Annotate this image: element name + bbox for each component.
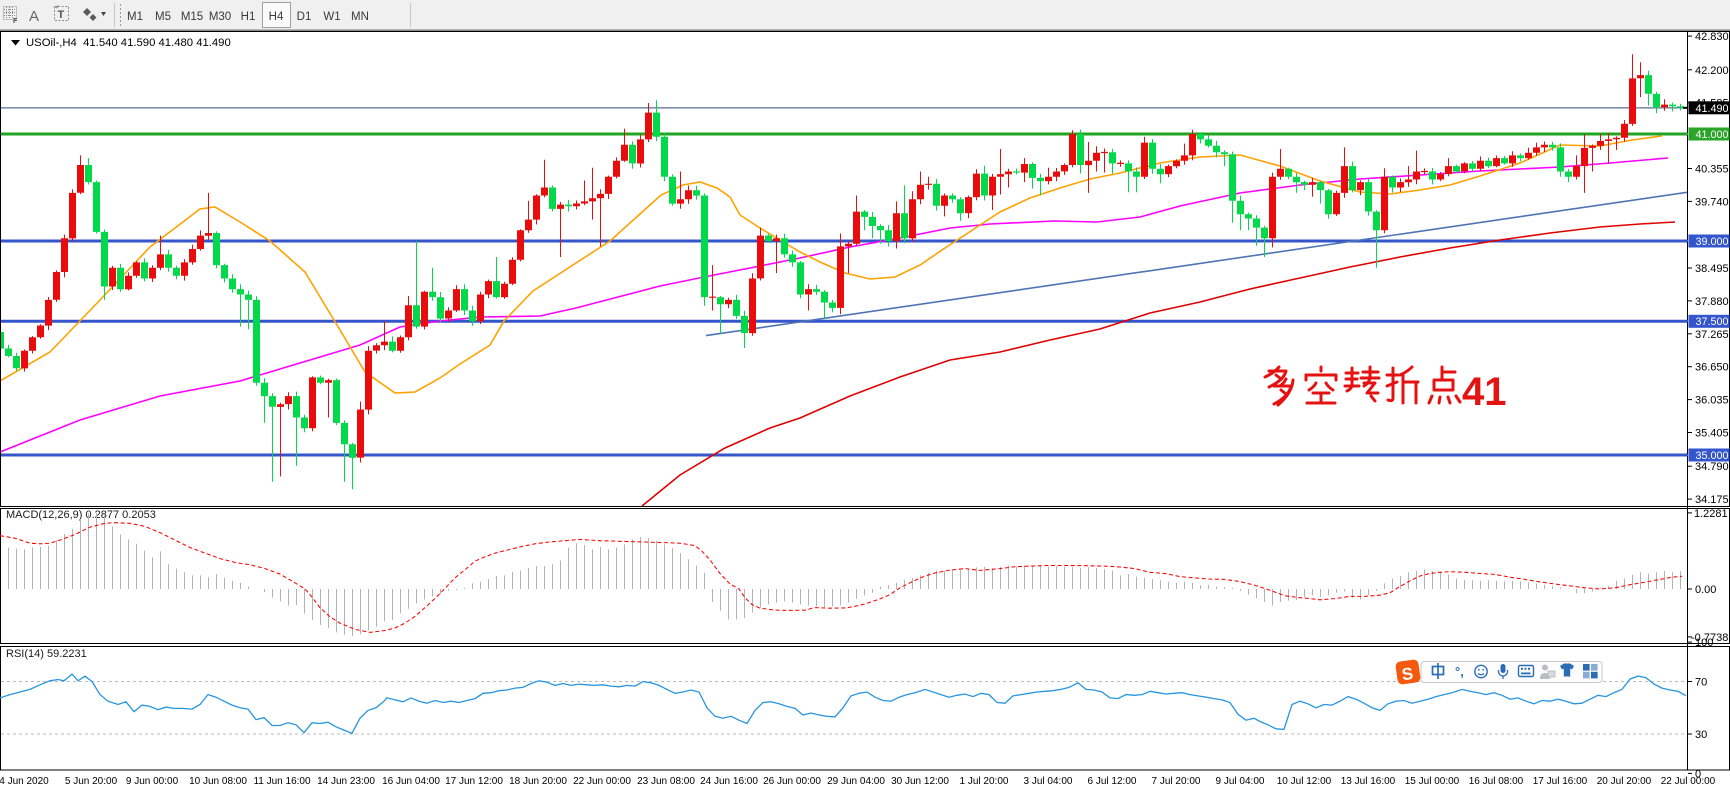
svg-text:H1: H1: [241, 11, 256, 23]
svg-text:°,: °,: [1455, 664, 1464, 679]
svg-text:5 Jun 20:00: 5 Jun 20:00: [65, 776, 118, 787]
svg-text:41.490: 41.490: [1696, 103, 1729, 115]
svg-text:10 Jun 08:00: 10 Jun 08:00: [189, 776, 247, 787]
svg-text:W1: W1: [323, 11, 340, 23]
svg-text:42.200: 42.200: [1695, 65, 1729, 77]
svg-text:S: S: [1401, 664, 1415, 684]
svg-text:16 Jul 08:00: 16 Jul 08:00: [1469, 776, 1524, 787]
svg-text:MACD(12,26,9) 0.2877 0.2053: MACD(12,26,9) 0.2877 0.2053: [6, 509, 156, 521]
svg-text:10 Jul 12:00: 10 Jul 12:00: [1277, 776, 1332, 787]
svg-text:14 Jun 23:00: 14 Jun 23:00: [317, 776, 375, 787]
svg-text:36.035: 36.035: [1695, 395, 1729, 407]
svg-text:1.2281: 1.2281: [1694, 508, 1728, 520]
svg-text:41: 41: [1462, 370, 1507, 414]
svg-text:70: 70: [1695, 677, 1707, 689]
svg-text:T: T: [58, 9, 65, 21]
svg-text:11 Jun 16:00: 11 Jun 16:00: [253, 776, 311, 787]
svg-text:0: 0: [1695, 768, 1701, 780]
svg-text:USOil-,H4 41.540 41.590 41.48: USOil-,H4 41.540 41.590 41.480 41.490: [26, 37, 231, 49]
svg-text:23 Jun 08:00: 23 Jun 08:00: [637, 776, 695, 787]
svg-text:39.000: 39.000: [1696, 236, 1729, 248]
svg-text:F: F: [13, 18, 18, 25]
svg-text:30 Jun 12:00: 30 Jun 12:00: [891, 776, 949, 787]
svg-text:MN: MN: [351, 11, 369, 23]
svg-text:M5: M5: [155, 11, 171, 23]
svg-text:16 Jun 04:00: 16 Jun 04:00: [382, 776, 440, 787]
svg-text:13 Jul 16:00: 13 Jul 16:00: [1341, 776, 1396, 787]
svg-text:M1: M1: [127, 11, 143, 23]
svg-text:41.000: 41.000: [1696, 129, 1729, 141]
svg-text:30: 30: [1695, 729, 1707, 741]
svg-text:A: A: [29, 8, 39, 25]
svg-text:100: 100: [1695, 637, 1713, 649]
svg-text:20 Jul 20:00: 20 Jul 20:00: [1597, 776, 1652, 787]
svg-text:1 Jul 20:00: 1 Jul 20:00: [960, 776, 1009, 787]
svg-text:15 Jul 00:00: 15 Jul 00:00: [1405, 776, 1460, 787]
svg-text:37.265: 37.265: [1695, 329, 1729, 341]
svg-text:40.355: 40.355: [1695, 164, 1729, 176]
svg-text:M15: M15: [181, 11, 203, 23]
svg-text:18 Jun 20:00: 18 Jun 20:00: [509, 776, 567, 787]
svg-text:37.880: 37.880: [1695, 296, 1729, 308]
svg-text:6 Jul 12:00: 6 Jul 12:00: [1088, 776, 1137, 787]
svg-text:38.495: 38.495: [1695, 263, 1729, 275]
svg-text:22 Jul 00:00: 22 Jul 00:00: [1661, 776, 1716, 787]
svg-text:22 Jun 00:00: 22 Jun 00:00: [573, 776, 631, 787]
svg-text:4 Jun 2020: 4 Jun 2020: [0, 776, 49, 787]
svg-text:3 Jul 04:00: 3 Jul 04:00: [1024, 776, 1073, 787]
svg-text:D1: D1: [297, 11, 312, 23]
svg-text:0.00: 0.00: [1695, 584, 1716, 596]
svg-text:36.650: 36.650: [1695, 362, 1729, 374]
svg-text:26 Jun 00:00: 26 Jun 00:00: [763, 776, 821, 787]
svg-text:34.175: 34.175: [1695, 494, 1729, 506]
svg-text:9 Jun 00:00: 9 Jun 00:00: [126, 776, 179, 787]
svg-text:29 Jun 04:00: 29 Jun 04:00: [827, 776, 885, 787]
svg-text:42.830: 42.830: [1695, 31, 1729, 43]
svg-text:35.000: 35.000: [1696, 450, 1729, 462]
svg-text:24 Jun 16:00: 24 Jun 16:00: [700, 776, 758, 787]
svg-text:9 Jul 04:00: 9 Jul 04:00: [1216, 776, 1265, 787]
svg-text:-0.7738: -0.7738: [1691, 632, 1728, 644]
svg-text:35.405: 35.405: [1695, 428, 1729, 440]
svg-text:RSI(14) 59.2231: RSI(14) 59.2231: [6, 648, 87, 660]
svg-text:17 Jul 16:00: 17 Jul 16:00: [1533, 776, 1588, 787]
svg-text:34.790: 34.790: [1695, 461, 1729, 473]
svg-text:39.740: 39.740: [1695, 196, 1729, 208]
svg-text:7 Jul 20:00: 7 Jul 20:00: [1152, 776, 1201, 787]
svg-text:37.500: 37.500: [1696, 316, 1729, 328]
svg-text:17 Jun 12:00: 17 Jun 12:00: [445, 776, 503, 787]
svg-text:M30: M30: [209, 11, 231, 23]
svg-text:H4: H4: [269, 11, 284, 23]
